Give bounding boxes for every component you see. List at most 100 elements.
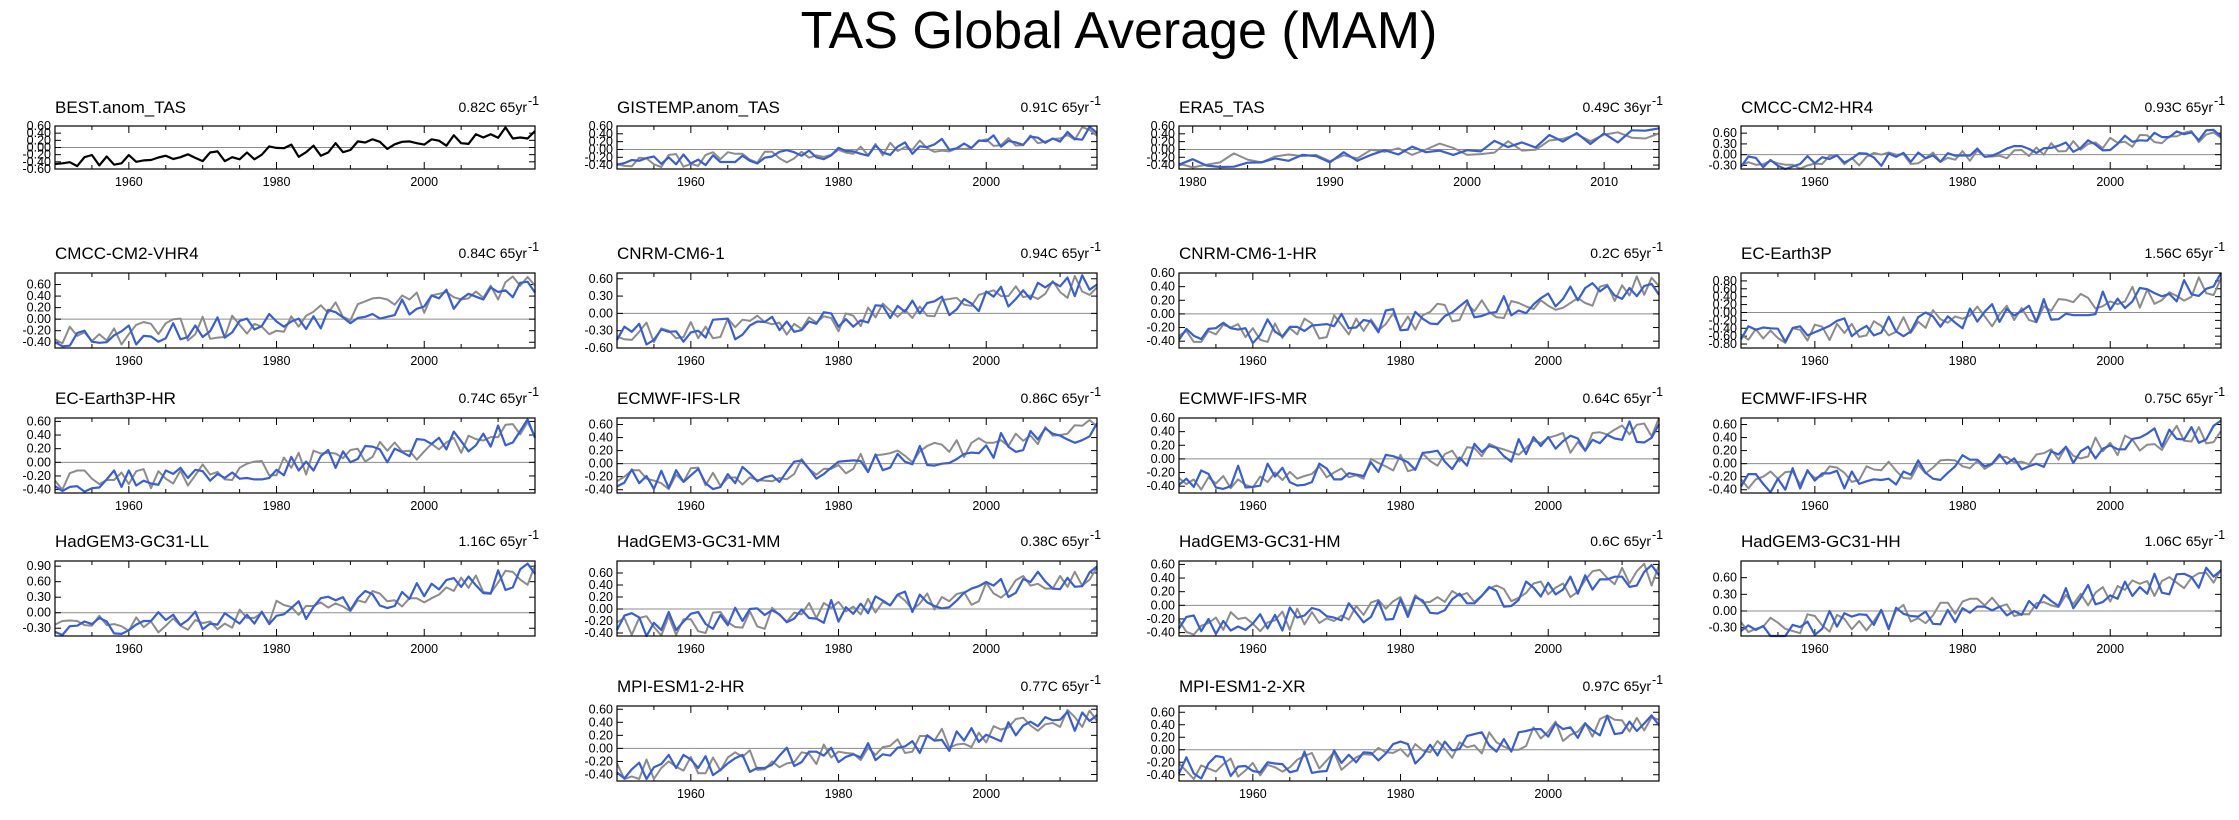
trend-label: 0.97C 65yr: [1583, 678, 1652, 694]
y-tick-label: 0.00: [1713, 148, 1737, 162]
y-tick-label: 0.60: [1151, 557, 1175, 571]
y-tick-label: 0.00: [1151, 598, 1175, 612]
series-line-model: [54, 280, 536, 348]
y-tick-label: 0.60: [1713, 571, 1737, 585]
trend-label: 0.82C 65yr: [459, 99, 528, 115]
series-line-observation: [54, 126, 536, 168]
panel-era5-tas: ERA5_TAS 0.49C 36yr -1 0.600.400.200.00-0.2…: [1147, 94, 1664, 189]
series-line-reference: [616, 419, 1098, 491]
trend-exponent: -1: [528, 528, 539, 542]
y-tick-label: 0.00: [589, 741, 613, 755]
y-tick-label: -0.40: [1147, 479, 1176, 493]
x-tick-label: 1980: [1387, 642, 1415, 656]
y-tick-label: 0.00: [1713, 604, 1737, 618]
y-tick-label: -0.30: [1709, 158, 1738, 172]
trend-exponent: -1: [2214, 528, 2225, 542]
y-tick-label: -0.30: [585, 324, 614, 338]
series-line-reference: [1178, 417, 1660, 491]
y-tick-label: 0.00: [1713, 305, 1737, 319]
y-tick-label: 0.20: [1151, 730, 1175, 744]
y-tick-label: -0.40: [1709, 321, 1738, 335]
y-tick-label: 0.30: [589, 289, 613, 303]
x-tick-label: 1960: [1801, 499, 1829, 513]
y-tick-label: 0.20: [1151, 293, 1175, 307]
x-tick-label: 1980: [1949, 354, 1977, 368]
y-tick-label: 0.00: [589, 306, 613, 320]
y-tick-label: 0.40: [27, 428, 51, 442]
trend-exponent: -1: [2214, 94, 2225, 108]
panel-cnrm-cm6-1-hr: CNRM-CM6-1-HR 0.2C 65yr -1 0.600.400.200.00…: [1147, 240, 1664, 368]
panel-title: ECMWF-IFS-MR: [1179, 389, 1307, 408]
y-tick-label: 0.20: [1151, 135, 1175, 149]
x-tick-label: 2000: [2096, 175, 2124, 189]
trend-exponent: -1: [1090, 385, 1101, 399]
y-tick-label: 0.00: [27, 141, 51, 155]
trend-label: 0.91C 65yr: [1021, 99, 1090, 115]
panel-title: CNRM-CM6-1: [617, 244, 725, 263]
y-tick-label: -0.40: [585, 158, 614, 172]
y-tick-label: 0.60: [27, 414, 51, 428]
plot-frame: [54, 417, 536, 494]
y-tick-label: 0.60: [589, 702, 613, 716]
trend-exponent: -1: [1652, 673, 1663, 687]
x-tick-label: 1980: [1949, 499, 1977, 513]
plot-frame: [1178, 705, 1660, 782]
series-line-model: [1178, 127, 1660, 169]
trend-exponent: -1: [2214, 240, 2225, 254]
plot-frame: [1178, 417, 1660, 494]
y-tick-label: 0.40: [589, 715, 613, 729]
series-line-reference: [1178, 714, 1660, 781]
y-tick-label: 0.00: [589, 602, 613, 616]
plot-frame: [616, 272, 1098, 349]
y-tick-label: 0.60: [1151, 411, 1175, 425]
x-tick-label: 2000: [410, 354, 438, 368]
y-tick-label: 0.20: [1713, 444, 1737, 458]
x-tick-label: 1960: [677, 175, 705, 189]
trend-exponent: -1: [1652, 240, 1663, 254]
y-tick-label: 0.40: [1151, 127, 1175, 141]
x-tick-label: 1980: [825, 499, 853, 513]
x-tick-label: 2000: [972, 499, 1000, 513]
x-tick-label: 1980: [1387, 787, 1415, 801]
y-tick-label: 0.00: [27, 606, 51, 620]
series-line-reference: [616, 126, 1098, 168]
y-tick-label: -0.20: [23, 324, 52, 338]
series-line-reference: [1740, 568, 2222, 635]
main-title: TAS Global Average (MAM): [801, 2, 1438, 60]
y-tick-label: 0.20: [27, 133, 51, 147]
x-tick-label: 1980: [263, 642, 291, 656]
panel-ecmwf-ifs-mr: ECMWF-IFS-MR 0.64C 65yr -1 0.600.400.200.00…: [1147, 385, 1664, 513]
y-tick-label: -0.30: [1709, 621, 1738, 635]
y-tick-label: 0.40: [27, 289, 51, 303]
x-tick-label: 2000: [2096, 499, 2124, 513]
x-tick-label: 2000: [1534, 499, 1562, 513]
panel-cnrm-cm6-1: CNRM-CM6-1 0.94C 65yr -1 0.60 0.30 0.00 -0.30 -…: [585, 240, 1102, 368]
trend-exponent: -1: [1652, 528, 1663, 542]
y-tick-label: 0.40: [1713, 431, 1737, 445]
x-tick-label: 1980: [825, 787, 853, 801]
panel-title: MPI-ESM1-2-HR: [617, 677, 745, 696]
y-tick-label: 0.60: [1713, 418, 1737, 432]
panel-ec-earth3p: EC-Earth3P 1.56C 65yr -1 0.800.600.400.200.…: [1709, 240, 2226, 368]
trend-exponent: -1: [528, 240, 539, 254]
y-tick-label: -0.20: [1147, 612, 1176, 626]
y-tick-label: 0.40: [589, 431, 613, 445]
y-tick-label: -0.20: [1147, 150, 1176, 164]
y-tick-label: -0.20: [23, 469, 52, 483]
y-tick-label: -0.80: [1709, 337, 1738, 351]
y-tick-label: -0.20: [585, 614, 614, 628]
panel-title: CMCC-CM2-HR4: [1741, 98, 1873, 117]
y-tick-label: -0.60: [1709, 329, 1738, 343]
series-line-model: [616, 710, 1098, 781]
y-tick-label: 0.40: [1713, 290, 1737, 304]
series-line-model: [1740, 419, 2222, 494]
y-tick-label: -0.20: [1709, 313, 1738, 327]
x-tick-label: 1960: [677, 787, 705, 801]
plot-frame: [1178, 272, 1660, 349]
y-tick-label: 0.20: [1151, 585, 1175, 599]
x-tick-label: 1960: [1801, 642, 1829, 656]
x-tick-label: 2000: [1534, 354, 1562, 368]
panel-ecmwf-ifs-hr: ECMWF-IFS-HR 0.75C 65yr -1 0.600.400.200.00…: [1709, 385, 2226, 513]
series-line-model: [616, 565, 1098, 638]
x-tick-label: 1980: [1387, 354, 1415, 368]
